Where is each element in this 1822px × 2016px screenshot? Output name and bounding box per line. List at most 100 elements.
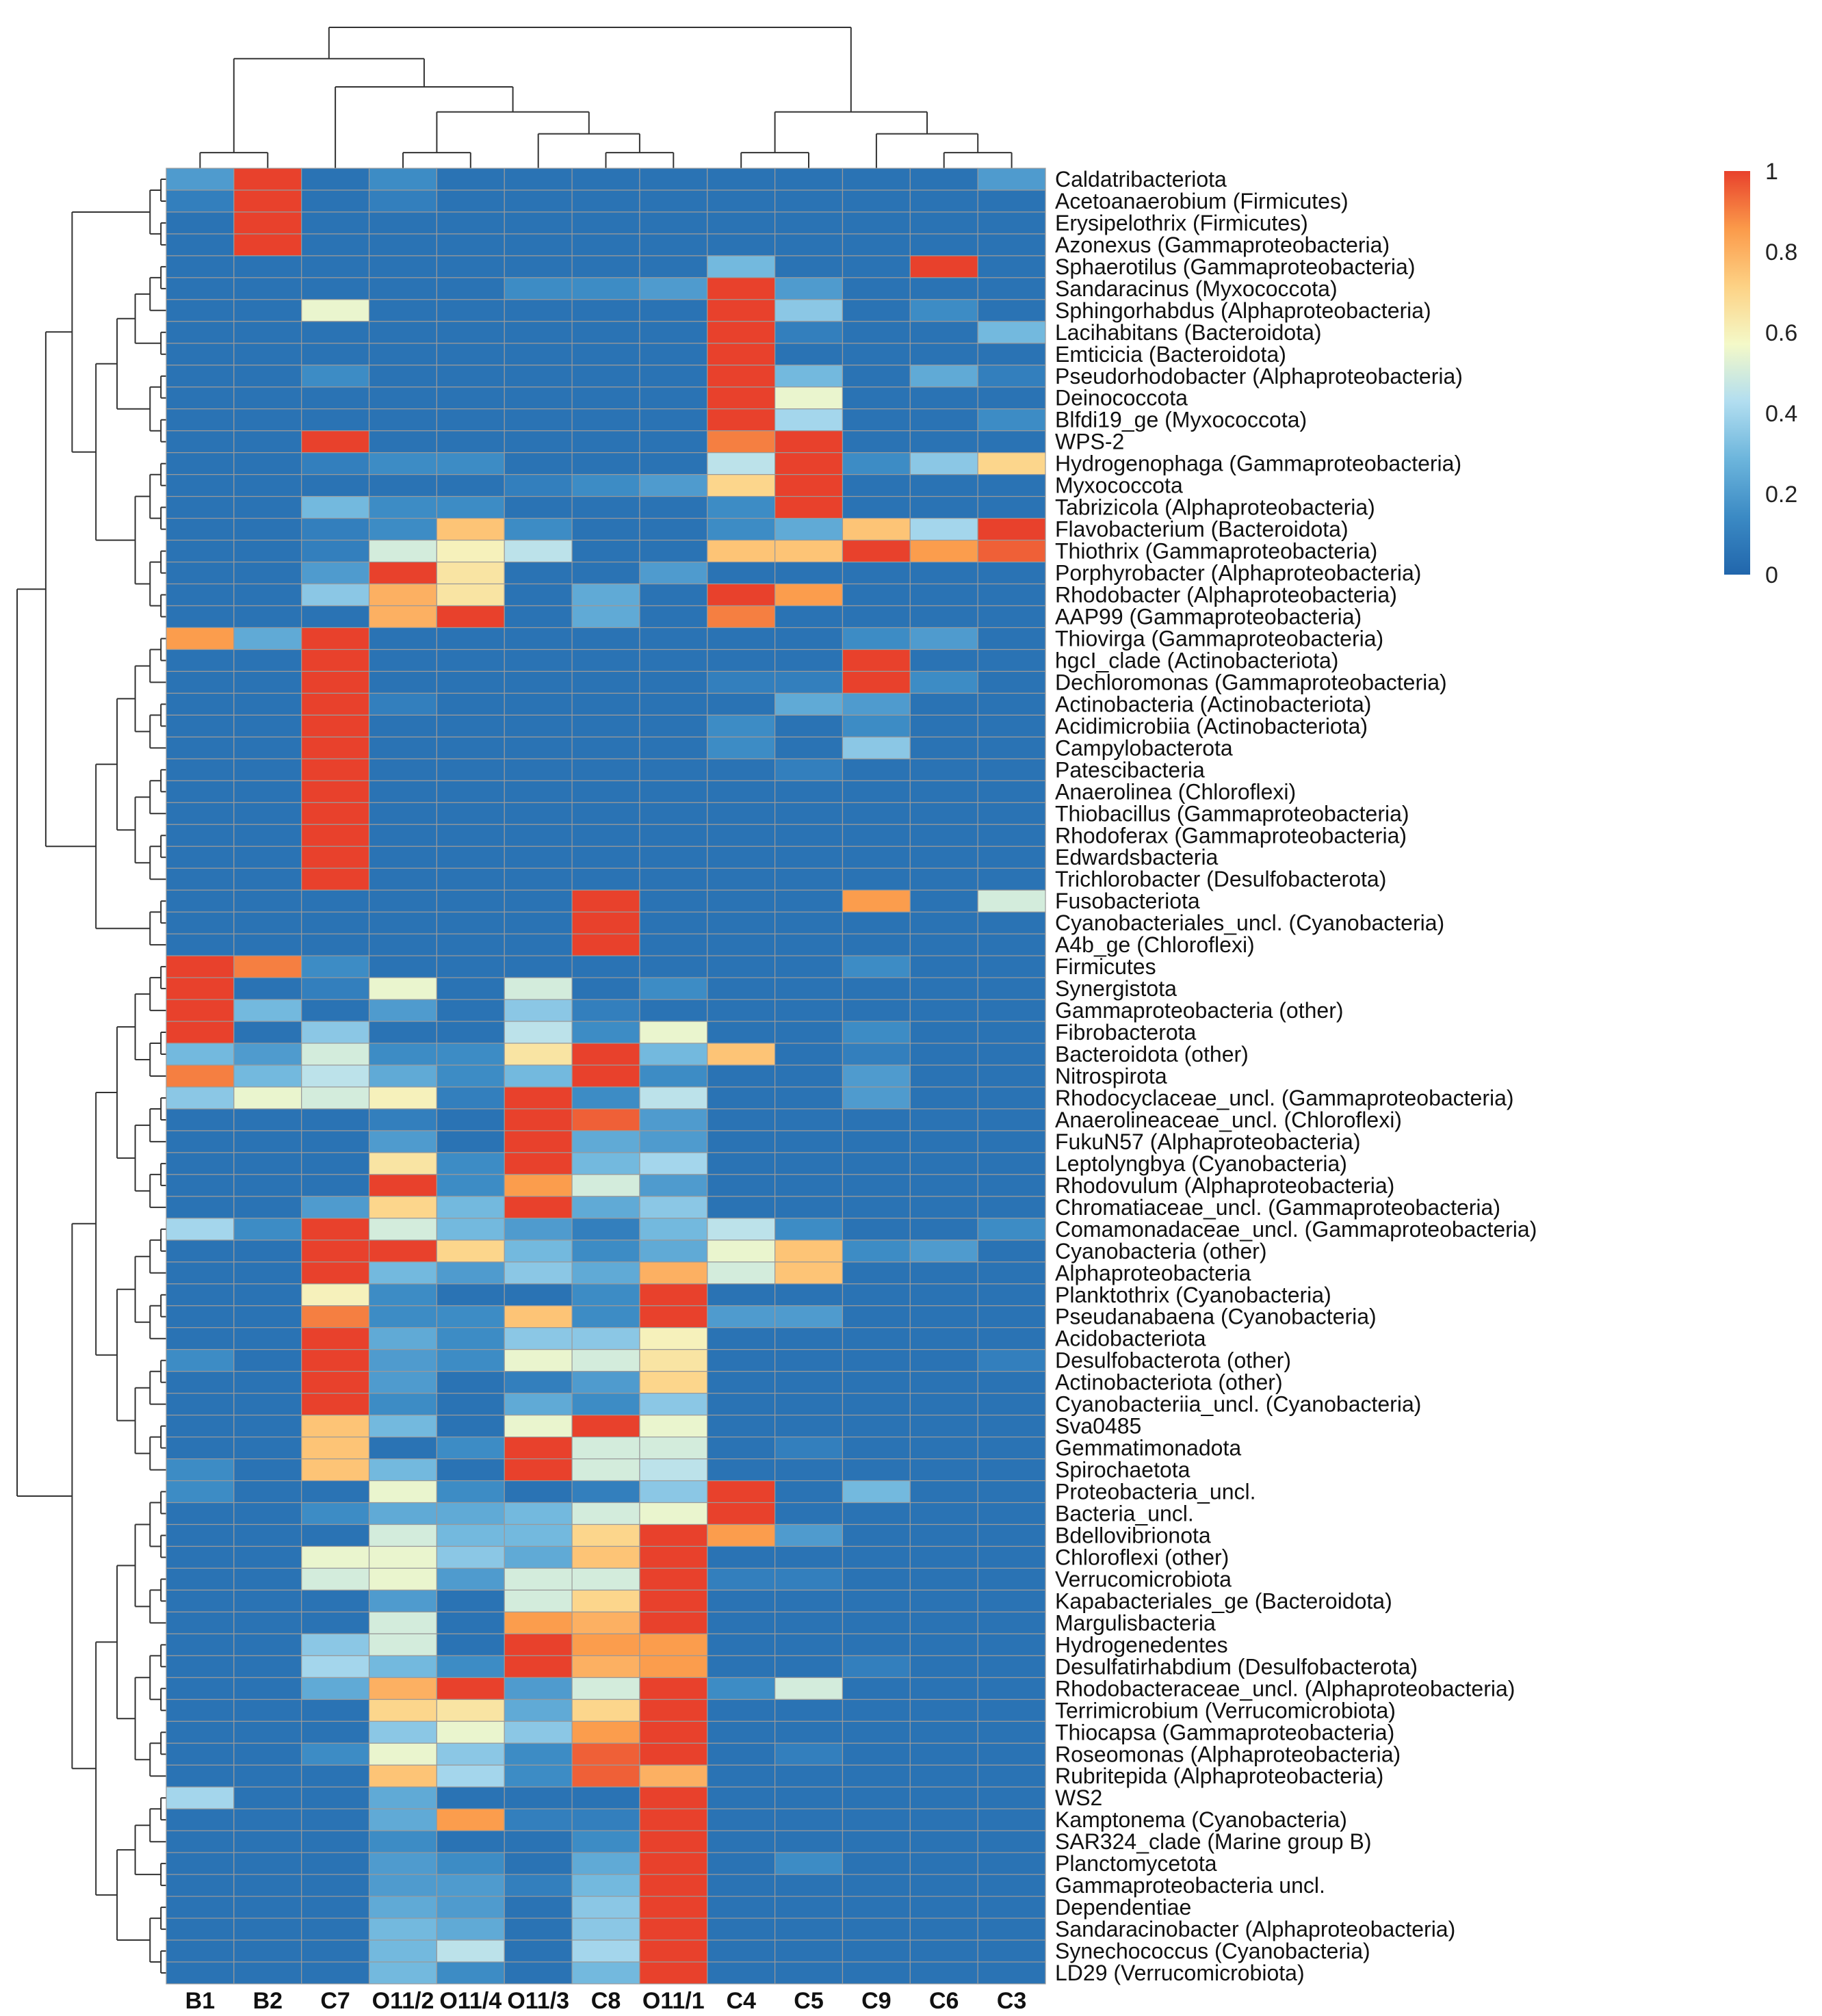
heatmap-cell <box>707 1240 776 1263</box>
heatmap-cell <box>842 670 911 694</box>
heatmap-cell <box>707 1130 776 1153</box>
heatmap-cell <box>166 1808 235 1831</box>
heatmap-cell <box>436 1720 505 1744</box>
heatmap-cell <box>368 1437 437 1460</box>
heatmap-cell <box>571 1327 640 1350</box>
heatmap-cell <box>909 1523 978 1547</box>
heatmap-cell <box>909 1086 978 1110</box>
row-label: Bdellovibrionota <box>1055 1523 1211 1548</box>
heatmap-cell <box>233 408 302 432</box>
heatmap-cell <box>571 189 640 213</box>
heatmap-cell <box>301 1108 370 1131</box>
heatmap-cell <box>707 1480 776 1504</box>
heatmap-cell <box>233 977 302 1000</box>
heatmap-cell <box>233 583 302 607</box>
heatmap-cell <box>233 1393 302 1416</box>
heatmap-cell <box>639 1043 708 1066</box>
heatmap-cell <box>639 189 708 213</box>
row-label: Azonexus (Gammaproteobacteria) <box>1055 233 1390 257</box>
heatmap-cell <box>842 343 911 366</box>
heatmap-cell <box>909 1305 978 1328</box>
heatmap-cell <box>639 1655 708 1678</box>
heatmap-cell <box>842 1130 911 1153</box>
heatmap-cell <box>166 365 235 388</box>
heatmap-cell <box>436 1874 505 1897</box>
heatmap-cell <box>842 627 911 651</box>
heatmap-cell <box>775 1240 844 1263</box>
heatmap-cell <box>368 1545 437 1569</box>
heatmap-cell <box>571 889 640 913</box>
heatmap-cell <box>977 824 1046 847</box>
heatmap-cell <box>436 1896 505 1919</box>
heatmap-cell <box>775 1043 844 1066</box>
heatmap-cell <box>842 1896 911 1919</box>
heatmap-cell <box>233 1240 302 1263</box>
heatmap-cell <box>368 1371 437 1394</box>
heatmap-cell <box>368 605 437 629</box>
row-label: Thiocapsa (Gammaproteobacteria) <box>1055 1720 1394 1744</box>
heatmap-cell <box>571 321 640 344</box>
heatmap-cells <box>166 168 1046 1985</box>
row-label: Lacihabitans (Bacteroidota) <box>1055 320 1322 345</box>
heatmap-cell <box>639 1283 708 1307</box>
heatmap-cell <box>301 1917 370 1941</box>
heatmap-cell <box>842 518 911 541</box>
heatmap-cell <box>775 1393 844 1416</box>
heatmap-cell <box>977 846 1046 869</box>
heatmap-cell <box>233 780 302 803</box>
row-label: hgcI_clade (Actinobacteriota) <box>1055 649 1338 673</box>
heatmap-cell <box>775 539 844 563</box>
heatmap-cell <box>639 277 708 300</box>
heatmap-cell <box>909 408 978 432</box>
heatmap-cell <box>707 452 776 475</box>
heatmap-cell <box>639 1437 708 1460</box>
row-label: Comamonadaceae_uncl. (Gammaproteobacteri… <box>1055 1217 1537 1242</box>
heatmap-cell <box>504 1852 573 1875</box>
heatmap-cell <box>301 1611 370 1634</box>
heatmap-cell <box>504 1086 573 1110</box>
heatmap-cell <box>436 1808 505 1831</box>
heatmap-cell <box>301 758 370 781</box>
heatmap-cell <box>639 233 708 257</box>
heatmap-cell <box>436 780 505 803</box>
heatmap-cell <box>707 1677 776 1700</box>
heatmap-cell <box>301 802 370 825</box>
heatmap-cell <box>166 343 235 366</box>
heatmap-cell <box>977 189 1046 213</box>
heatmap-cell <box>436 430 505 454</box>
heatmap-cell <box>977 1086 1046 1110</box>
heatmap-cell <box>707 627 776 651</box>
heatmap-cell <box>909 605 978 629</box>
heatmap-cell <box>775 474 844 497</box>
heatmap-cell <box>977 1874 1046 1897</box>
heatmap-cell <box>977 649 1046 672</box>
heatmap-cell <box>368 867 437 891</box>
heatmap-cell <box>233 1261 302 1285</box>
heatmap-cell <box>639 583 708 607</box>
heatmap-cell <box>301 1852 370 1875</box>
heatmap-cell <box>301 1633 370 1656</box>
heatmap-cell <box>233 867 302 891</box>
row-label: Sandaracinobacter (Alphaproteobacteria) <box>1055 1917 1455 1941</box>
row-label: Sphaerotilus (Gammaproteobacteria) <box>1055 254 1415 279</box>
heatmap-cell <box>301 1961 370 1985</box>
heatmap-cell <box>842 846 911 869</box>
heatmap-cell <box>166 255 235 278</box>
heatmap-cell <box>707 496 776 519</box>
row-label: Dechloromonas (Gammaproteobacteria) <box>1055 670 1447 694</box>
heatmap-cell <box>166 1677 235 1700</box>
heatmap-cell <box>504 1874 573 1897</box>
heatmap-cell <box>233 233 302 257</box>
heatmap-cell <box>301 1830 370 1853</box>
heatmap-cell <box>571 387 640 410</box>
heatmap-cell <box>639 714 708 737</box>
heatmap-cell <box>436 1283 505 1307</box>
heatmap-cell <box>775 649 844 672</box>
heatmap-cell <box>639 1349 708 1372</box>
row-label: Rhodobacteraceae_uncl. (Alphaproteobacte… <box>1055 1676 1515 1701</box>
heatmap-cell <box>368 1415 437 1438</box>
heatmap-cell <box>436 1961 505 1985</box>
heatmap-cell <box>909 1874 978 1897</box>
heatmap-cell <box>707 1917 776 1941</box>
heatmap-cell <box>504 518 573 541</box>
